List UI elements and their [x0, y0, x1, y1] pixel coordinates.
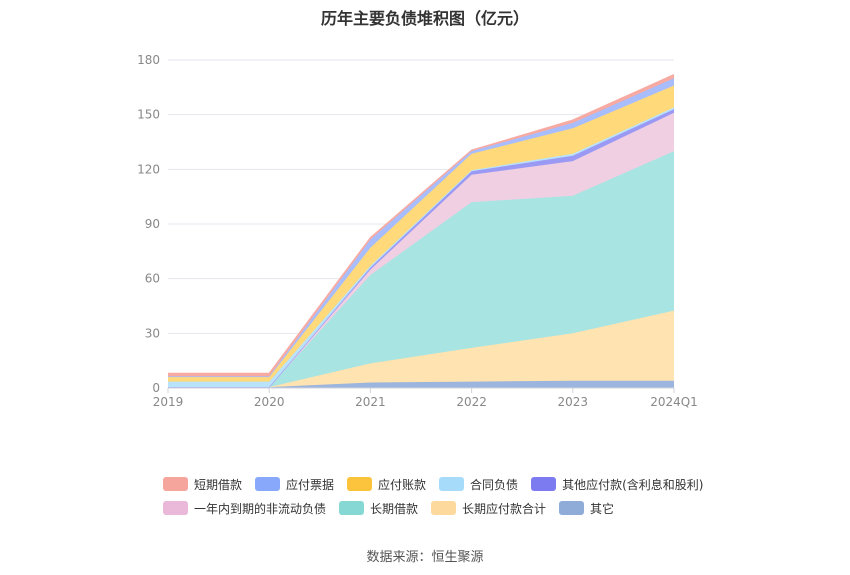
legend-label: 合同负债 [470, 477, 519, 492]
area-series-2 [168, 151, 674, 388]
data-source-note: 数据来源：恒生聚源 [366, 550, 484, 565]
legend-label: 其他应付款(含利息和股利) [562, 477, 704, 492]
legend-label: 短期借款 [194, 477, 243, 492]
y-tick-label-4: 120 [137, 162, 160, 176]
legend-label: 长期应付款合计 [462, 501, 547, 516]
legend-swatch [431, 501, 457, 515]
x-tick-label-0: 2019 [153, 395, 184, 409]
legend-swatch [163, 477, 188, 491]
y-tick-label-2: 60 [145, 272, 160, 286]
y-tick-label-5: 150 [137, 108, 160, 122]
legend-item[interactable]: 其他应付款(含利息和股利) [531, 476, 703, 493]
stacked-area-chart: 0 30 60 90 120 150 180 2019 2020 2021 2022 2023 2024… [137, 53, 698, 409]
legend-label: 应付票据 [286, 477, 335, 492]
area-series-1 [168, 310, 674, 388]
x-tick-label-1: 2020 [254, 395, 285, 409]
legend-label: 一年内到期的非流动负债 [194, 501, 327, 516]
legend-swatch [163, 501, 188, 515]
x-tick-label-5: 2024Q1 [650, 395, 698, 409]
area-series-6 [168, 85, 674, 382]
area-series-3 [168, 112, 674, 388]
y-tick-label-3: 90 [145, 217, 160, 231]
legend-swatch [339, 501, 365, 515]
legend-item[interactable]: 短期借款 [163, 476, 242, 493]
legend-label: 应付账款 [378, 477, 427, 492]
chart-legend: 短期借款 应付票据 应付账款 合同负债 其他应付款(含利息和股利) 一年内到期的非流动负债… [163, 472, 723, 520]
legend-swatch [347, 477, 373, 491]
legend-item[interactable]: 应付票据 [255, 476, 334, 493]
legend-item[interactable]: 其它 [559, 500, 614, 517]
legend-swatch [531, 477, 557, 491]
x-tick-label-3: 2022 [456, 395, 487, 409]
legend-item[interactable]: 长期借款 [339, 500, 418, 517]
legend-row: 短期借款 应付票据 应付账款 合同负债 其他应付款(含利息和股利) [163, 472, 723, 496]
legend-label: 长期借款 [370, 501, 419, 516]
y-tick-label-1: 30 [145, 326, 160, 340]
y-tick-label-0: 0 [152, 381, 160, 395]
x-tick-label-2: 2021 [355, 395, 386, 409]
legend-item[interactable]: 一年内到期的非流动负债 [163, 500, 326, 517]
legend-item[interactable]: 长期应付款合计 [431, 500, 546, 517]
legend-swatch [255, 477, 281, 491]
area-series-edge-8 [168, 74, 675, 374]
legend-swatch [559, 501, 585, 515]
y-tick-label-6: 180 [137, 53, 160, 67]
legend-row: 一年内到期的非流动负债 长期借款 长期应付款合计 其它 [163, 496, 723, 520]
legend-item[interactable]: 应付账款 [347, 476, 426, 493]
legend-swatch [439, 477, 465, 491]
legend-label: 其它 [590, 501, 615, 516]
chart-title: 历年主要负债堆积图（亿元） [320, 9, 529, 28]
legend-item[interactable]: 合同负债 [439, 476, 518, 493]
x-tick-label-4: 2023 [558, 395, 589, 409]
